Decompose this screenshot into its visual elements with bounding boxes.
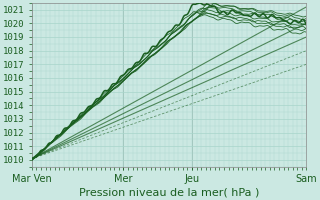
X-axis label: Pression niveau de la mer( hPa ): Pression niveau de la mer( hPa ) [79, 187, 259, 197]
